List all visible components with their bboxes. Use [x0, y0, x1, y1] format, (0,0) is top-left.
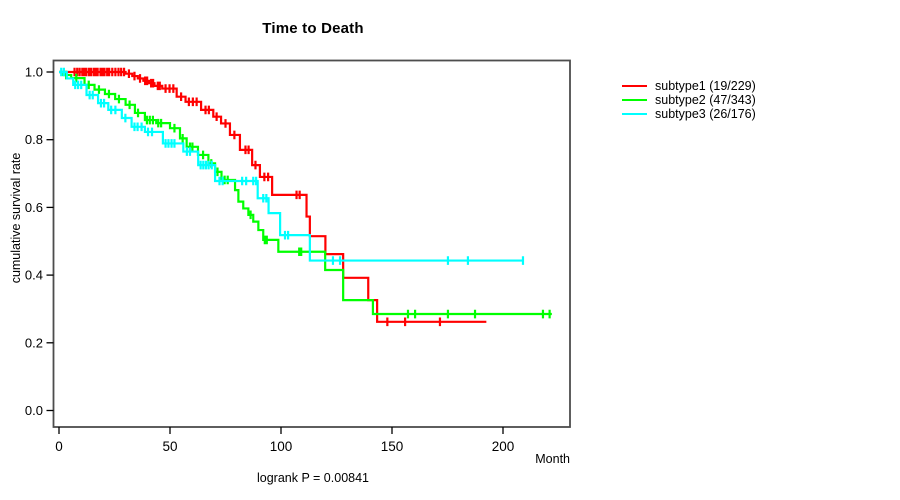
- y-tick-label: 0.2: [25, 335, 43, 350]
- y-axis: 0.0 0.2 0.4 0.6 0.8 1.0: [25, 65, 54, 418]
- legend-line-subtype1-icon: [622, 84, 647, 88]
- legend-line-subtype2-icon: [622, 98, 647, 102]
- legend-line-subtype3-icon: [622, 112, 647, 116]
- x-tick-label: 150: [381, 439, 404, 454]
- y-axis-title: cumulative survival rate: [9, 152, 23, 284]
- y-tick-label: 1.0: [25, 65, 43, 80]
- y-tick-label: 0.4: [25, 268, 43, 283]
- curve-subtype2: [59, 70, 552, 316]
- x-tick-label: 200: [492, 439, 515, 454]
- legend-item-subtype1: subtype1 (19/229): [622, 79, 756, 93]
- plot-box: [52, 59, 571, 428]
- y-tick-label: 0.6: [25, 200, 43, 215]
- curve-subtype1: [59, 70, 487, 323]
- x-axis-title: Month: [535, 452, 570, 466]
- x-tick-label: 100: [270, 439, 293, 454]
- legend-item-subtype2: subtype2 (47/343): [622, 93, 756, 107]
- censor-marks-subtype1: [73, 67, 442, 327]
- chart-title: Time to Death: [262, 20, 364, 37]
- y-tick-label: 0.8: [25, 132, 43, 147]
- censor-marks-subtype2: [65, 70, 551, 319]
- y-tick-label: 0.0: [25, 403, 43, 418]
- x-tick-label: 0: [55, 439, 63, 454]
- legend-label-subtype1: subtype1 (19/229): [655, 79, 756, 93]
- censor-marks-subtype3: [60, 67, 525, 265]
- x-axis: 0 50 100 150 200: [55, 427, 514, 454]
- legend: subtype1 (19/229) subtype2 (47/343) subt…: [622, 79, 756, 121]
- x-tick-label: 50: [162, 439, 177, 454]
- logrank-p-value: logrank P = 0.00841: [256, 471, 369, 485]
- legend-label-subtype3: subtype3 (26/176): [655, 107, 756, 121]
- legend-label-subtype2: subtype2 (47/343): [655, 93, 756, 107]
- curve-subtype3: [59, 70, 523, 262]
- legend-item-subtype3: subtype3 (26/176): [622, 107, 756, 121]
